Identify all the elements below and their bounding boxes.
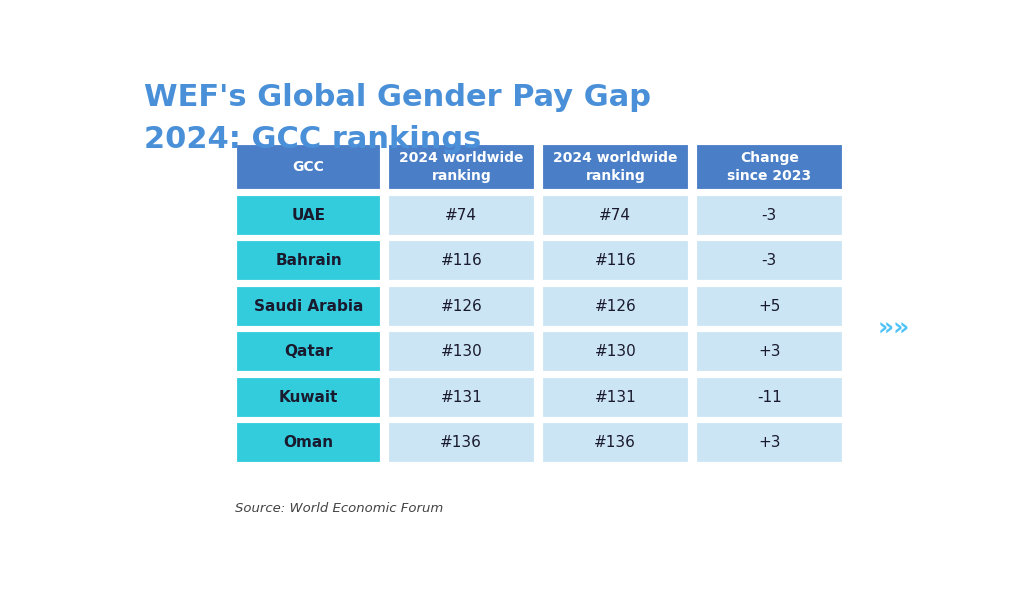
Text: -11: -11: [757, 390, 781, 405]
Text: -3: -3: [762, 208, 777, 223]
FancyBboxPatch shape: [541, 143, 690, 191]
Text: +3: +3: [758, 344, 780, 359]
FancyBboxPatch shape: [541, 376, 690, 418]
FancyBboxPatch shape: [694, 194, 844, 236]
FancyBboxPatch shape: [236, 376, 382, 418]
FancyBboxPatch shape: [236, 285, 382, 328]
Text: -3: -3: [762, 253, 777, 268]
Text: #130: #130: [440, 344, 482, 359]
Text: #74: #74: [445, 208, 477, 223]
FancyBboxPatch shape: [541, 194, 690, 236]
FancyBboxPatch shape: [236, 421, 382, 464]
Text: Kuwait: Kuwait: [279, 390, 338, 405]
FancyBboxPatch shape: [387, 421, 536, 464]
Text: Change
since 2023: Change since 2023: [727, 151, 811, 183]
FancyBboxPatch shape: [387, 331, 536, 373]
FancyBboxPatch shape: [236, 143, 382, 191]
Text: Saudi Arabia: Saudi Arabia: [254, 299, 364, 314]
Text: 2024: GCC rankings: 2024: GCC rankings: [143, 125, 481, 153]
Text: Qatar: Qatar: [285, 344, 333, 359]
FancyBboxPatch shape: [694, 143, 844, 191]
Text: #131: #131: [594, 390, 636, 405]
FancyBboxPatch shape: [541, 285, 690, 328]
FancyBboxPatch shape: [236, 194, 382, 236]
FancyBboxPatch shape: [694, 239, 844, 282]
Text: #74: #74: [599, 208, 631, 223]
FancyBboxPatch shape: [387, 143, 536, 191]
Text: +5: +5: [758, 299, 780, 314]
Text: #116: #116: [440, 253, 482, 268]
FancyBboxPatch shape: [387, 285, 536, 328]
Text: WEF's Global Gender Pay Gap: WEF's Global Gender Pay Gap: [143, 83, 651, 112]
FancyBboxPatch shape: [541, 331, 690, 373]
Text: +3: +3: [758, 435, 780, 450]
Text: #126: #126: [594, 299, 636, 314]
Text: UAE: UAE: [292, 208, 326, 223]
FancyBboxPatch shape: [236, 239, 382, 282]
Text: #126: #126: [440, 299, 482, 314]
Text: GCC: GCC: [293, 160, 325, 174]
FancyBboxPatch shape: [387, 239, 536, 282]
Text: 2024 worldwide
ranking: 2024 worldwide ranking: [553, 151, 678, 183]
Text: Source: World Economic Forum: Source: World Economic Forum: [236, 502, 443, 515]
FancyBboxPatch shape: [387, 376, 536, 418]
Text: 2024 worldwide
ranking: 2024 worldwide ranking: [399, 151, 523, 183]
FancyBboxPatch shape: [694, 285, 844, 328]
FancyBboxPatch shape: [694, 331, 844, 373]
FancyBboxPatch shape: [387, 194, 536, 236]
Text: #116: #116: [594, 253, 636, 268]
Text: #136: #136: [440, 435, 482, 450]
FancyBboxPatch shape: [541, 421, 690, 464]
FancyBboxPatch shape: [541, 239, 690, 282]
Text: #131: #131: [440, 390, 482, 405]
Text: »»: »»: [878, 317, 910, 341]
FancyBboxPatch shape: [694, 421, 844, 464]
Text: #136: #136: [594, 435, 636, 450]
Text: Bahrain: Bahrain: [275, 253, 342, 268]
FancyBboxPatch shape: [236, 331, 382, 373]
Text: Oman: Oman: [284, 435, 334, 450]
FancyBboxPatch shape: [694, 376, 844, 418]
Text: #130: #130: [594, 344, 636, 359]
